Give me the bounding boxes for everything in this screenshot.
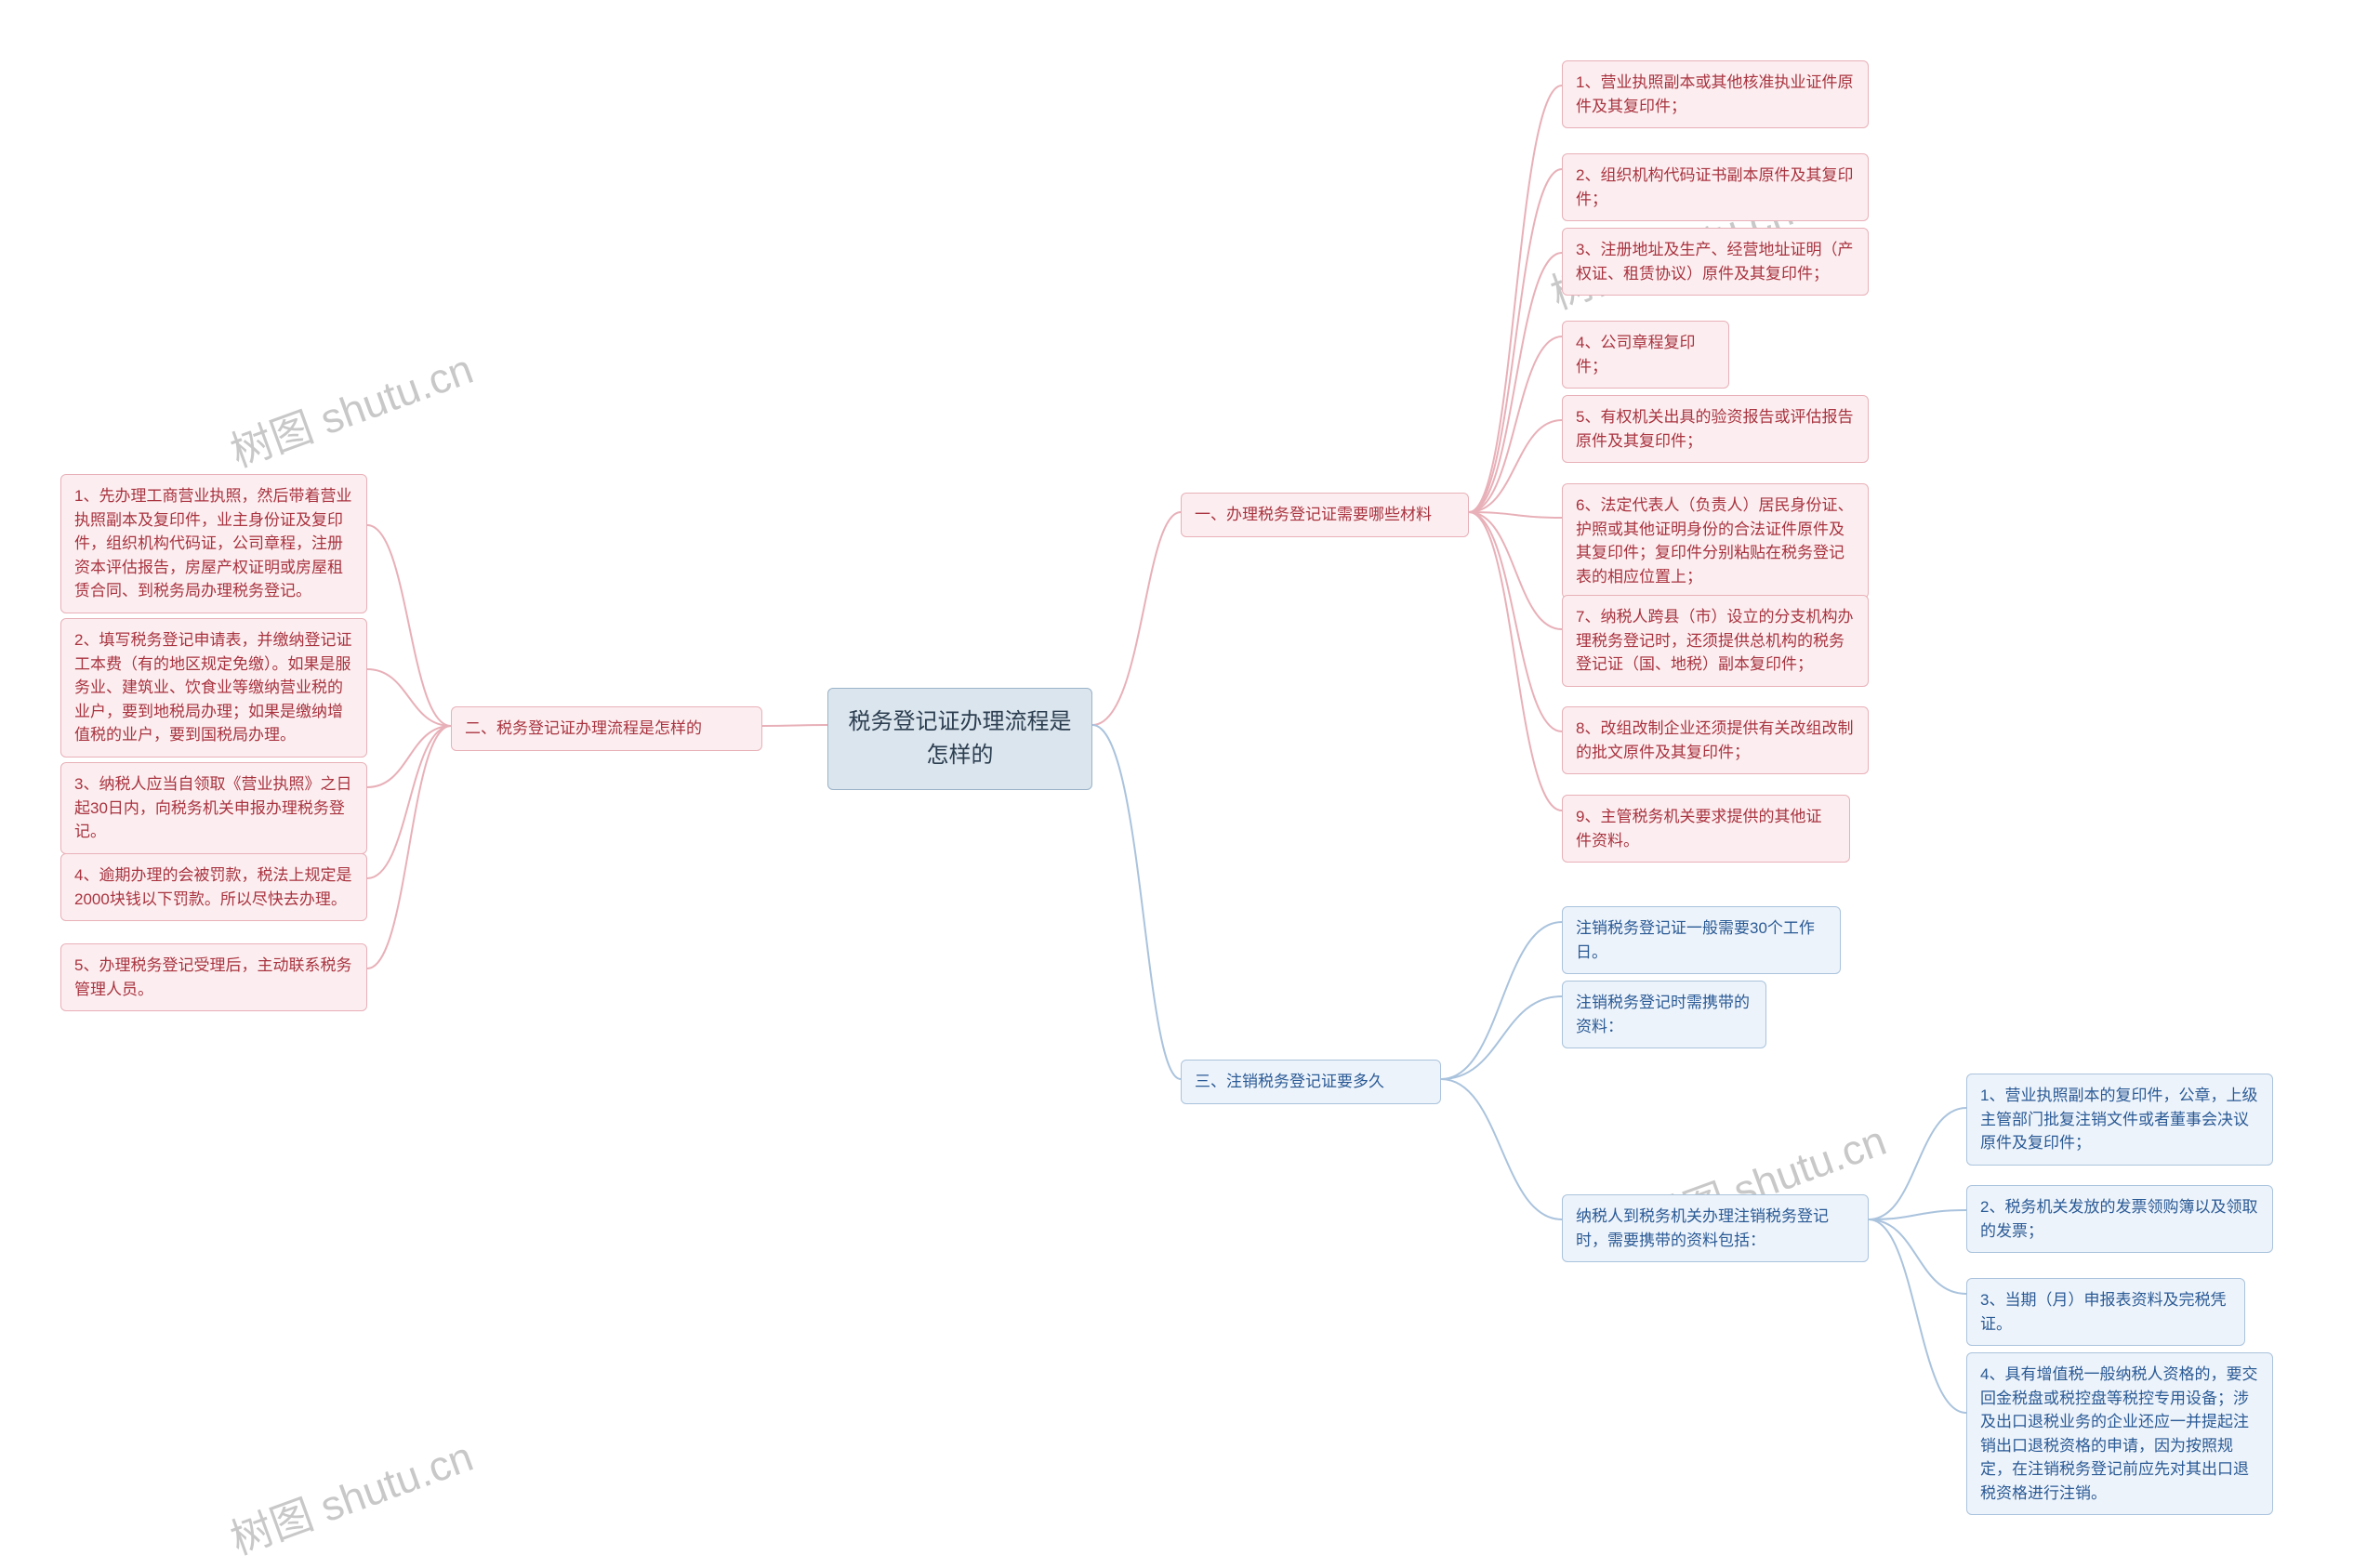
b2-leaf[interactable]: 3、纳税人应当自领取《营业执照》之日起30日内，向税务机关申报办理税务登记。 <box>60 762 367 854</box>
b3-leaf[interactable]: 注销税务登记时需携带的资料： <box>1562 981 1766 1048</box>
b1-leaf[interactable]: 1、营业执照副本或其他核准执业证件原件及其复印件； <box>1562 60 1869 128</box>
watermark: 树图 shutu.cn <box>221 336 480 479</box>
b3-leaf[interactable]: 注销税务登记证一般需要30个工作日。 <box>1562 906 1841 974</box>
branch-2[interactable]: 二、税务登记证办理流程是怎样的 <box>451 706 762 751</box>
b2-leaf[interactable]: 5、办理税务登记受理后，主动联系税务管理人员。 <box>60 943 367 1011</box>
b1-leaf[interactable]: 6、法定代表人（负责人）居民身份证、护照或其他证明身份的合法证件原件及其复印件；… <box>1562 483 1869 599</box>
b2-leaf[interactable]: 1、先办理工商营业执照，然后带着营业执照副本及复印件，业主身份证及复印件，组织机… <box>60 474 367 613</box>
b3-sub-leaf[interactable]: 3、当期（月）申报表资料及完税凭证。 <box>1966 1278 2245 1346</box>
b1-leaf[interactable]: 4、公司章程复印件； <box>1562 321 1729 389</box>
branch-3[interactable]: 三、注销税务登记证要多久 <box>1181 1060 1441 1104</box>
b1-leaf[interactable]: 3、注册地址及生产、经营地址证明（产权证、租赁协议）原件及其复印件； <box>1562 228 1869 296</box>
b3-leaf[interactable]: 纳税人到税务机关办理注销税务登记时，需要携带的资料包括： <box>1562 1194 1869 1262</box>
mindmap-canvas: 树图 shutu.cn 树图 shutu.cn 树图 shutu.cn 树图 s… <box>0 0 2380 1568</box>
b3-sub-leaf[interactable]: 4、具有增值税一般纳税人资格的，要交回金税盘或税控盘等税控专用设备；涉及出口退税… <box>1966 1352 2273 1515</box>
b1-leaf[interactable]: 2、组织机构代码证书副本原件及其复印件； <box>1562 153 1869 221</box>
root-node[interactable]: 税务登记证办理流程是怎样的 <box>827 688 1092 790</box>
b3-sub-leaf[interactable]: 2、税务机关发放的发票领购簿以及领取的发票； <box>1966 1185 2273 1253</box>
b2-leaf[interactable]: 2、填写税务登记申请表，并缴纳登记证工本费（有的地区规定免缴）。如果是服务业、建… <box>60 618 367 758</box>
b1-leaf[interactable]: 5、有权机关出具的验资报告或评估报告原件及其复印件； <box>1562 395 1869 463</box>
b3-sub-leaf[interactable]: 1、营业执照副本的复印件，公章，上级主管部门批复注销文件或者董事会决议原件及复印… <box>1966 1074 2273 1166</box>
branch-1[interactable]: 一、办理税务登记证需要哪些材料 <box>1181 493 1469 537</box>
b2-leaf[interactable]: 4、逾期办理的会被罚款，税法上规定是2000块钱以下罚款。所以尽快去办理。 <box>60 853 367 921</box>
b1-leaf[interactable]: 8、改组改制企业还须提供有关改组改制的批文原件及其复印件； <box>1562 706 1869 774</box>
watermark: 树图 shutu.cn <box>221 1423 480 1566</box>
b1-leaf[interactable]: 7、纳税人跨县（市）设立的分支机构办理税务登记时，还须提供总机构的税务登记证（国… <box>1562 595 1869 687</box>
b1-leaf[interactable]: 9、主管税务机关要求提供的其他证件资料。 <box>1562 795 1850 863</box>
